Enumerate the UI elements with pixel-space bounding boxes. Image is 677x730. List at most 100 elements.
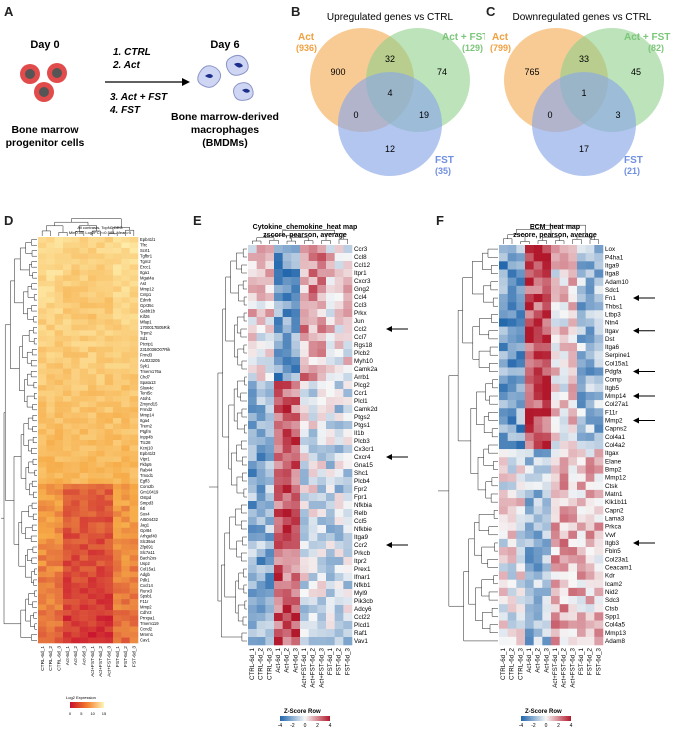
heat-cell <box>317 501 327 510</box>
heat-cell <box>326 333 335 342</box>
heat-cell <box>256 421 266 430</box>
heat-cell <box>129 286 139 293</box>
heat-cell <box>79 604 89 611</box>
column-label: Act+FST-6d_3 <box>107 646 113 677</box>
heat-cell <box>334 525 344 534</box>
heat-cell <box>551 489 560 499</box>
heat-cell <box>46 445 55 452</box>
heat-cell <box>585 596 595 605</box>
heat-cell <box>317 317 327 326</box>
heat-cell <box>499 473 508 483</box>
heat-cell <box>38 286 47 293</box>
heat-cell <box>291 373 301 382</box>
venn-up-n-act: 900 <box>330 67 345 77</box>
heat-cell <box>38 494 47 501</box>
heat-cell <box>282 461 292 470</box>
heat-cell <box>38 621 47 627</box>
heat-cell <box>585 465 595 474</box>
heat-cell <box>499 538 508 548</box>
heat-cell <box>317 477 327 486</box>
heat-d-dendrogram <box>1 218 135 641</box>
heat-cell <box>551 587 560 597</box>
heat-cell <box>594 318 604 327</box>
heat-cell <box>96 242 105 249</box>
heat-cell <box>265 261 275 270</box>
heat-cell <box>499 498 508 507</box>
heat-cell <box>559 530 569 540</box>
heat-cell <box>46 352 55 359</box>
gene-label: Fpr1 <box>354 494 367 501</box>
heat-cell <box>88 505 97 512</box>
heat-cell <box>113 396 122 402</box>
heat-cell <box>326 533 335 542</box>
heat-cell <box>71 478 80 485</box>
heat-cell <box>46 604 55 611</box>
heat-cell <box>282 429 292 438</box>
gene-label: Pdk1 <box>140 577 150 582</box>
heat-cell <box>104 593 114 600</box>
heat-cell <box>542 563 552 572</box>
gene-label: Scrt1 <box>140 248 150 253</box>
heat-cell <box>248 501 257 510</box>
heat-cell <box>334 245 344 254</box>
gene-label: Itgb5 <box>605 385 620 392</box>
gene-label: Egfl3 <box>140 479 150 484</box>
heat-cell <box>551 253 560 262</box>
heat-cell <box>507 465 517 474</box>
heat-cell <box>507 571 517 580</box>
heat-cell <box>274 557 283 566</box>
left-caption-2: progenitor cells <box>6 137 85 149</box>
heat-cell <box>265 325 275 334</box>
heat-cell <box>274 629 283 638</box>
heat-cell <box>71 429 80 435</box>
heat-cell <box>71 275 80 282</box>
heat-cell <box>121 429 130 435</box>
heat-cell <box>88 390 97 397</box>
heat-cell <box>300 453 309 462</box>
heat-cell <box>594 293 604 303</box>
right-caption-2: macrophages <box>191 124 259 136</box>
heat-cell <box>317 365 327 374</box>
gene-label: Ostpd <box>140 495 152 500</box>
heat-cell <box>38 291 47 298</box>
heat-cell <box>559 547 569 556</box>
heat-cell <box>507 579 517 589</box>
heat-cell <box>282 365 292 374</box>
heat-cell <box>577 432 586 442</box>
heat-cell <box>113 412 122 419</box>
heat-cell <box>88 571 97 578</box>
heat-cell <box>551 391 560 401</box>
heat-cell <box>568 538 578 548</box>
heat-cell <box>121 555 130 562</box>
heat-cell <box>533 408 543 417</box>
heat-cell <box>343 485 353 494</box>
column-label: Act-6d_2 <box>284 647 291 672</box>
heat-cell <box>308 461 318 470</box>
heat-cell <box>525 416 534 425</box>
heat-cell <box>71 593 80 600</box>
heat-cell <box>46 434 55 441</box>
heat-cell <box>594 563 604 572</box>
heat-cell <box>104 467 114 474</box>
heat-cell <box>542 391 552 401</box>
heat-cell <box>300 613 309 622</box>
heat-cell <box>71 461 80 468</box>
gene-label: Plcb3 <box>354 438 370 445</box>
heat-cell <box>265 453 275 462</box>
heat-cell <box>121 291 130 298</box>
heat-cell <box>88 527 97 534</box>
gene-label: Adam8 <box>605 638 625 645</box>
heat-cell <box>585 269 595 278</box>
gene-label: Gpr35c <box>140 303 154 308</box>
heat-cell <box>533 383 543 393</box>
heat-cell <box>38 489 47 496</box>
heat-cell <box>96 396 105 402</box>
heat-cell <box>568 547 578 556</box>
heat-cell <box>507 457 517 466</box>
venn-down-fst-label: FST <box>624 155 643 166</box>
heat-cell <box>54 242 64 249</box>
gene-label: Ccl3 <box>354 302 367 309</box>
heat-cell <box>300 621 309 630</box>
heat-cell <box>317 245 327 254</box>
heat-cell <box>113 626 122 633</box>
